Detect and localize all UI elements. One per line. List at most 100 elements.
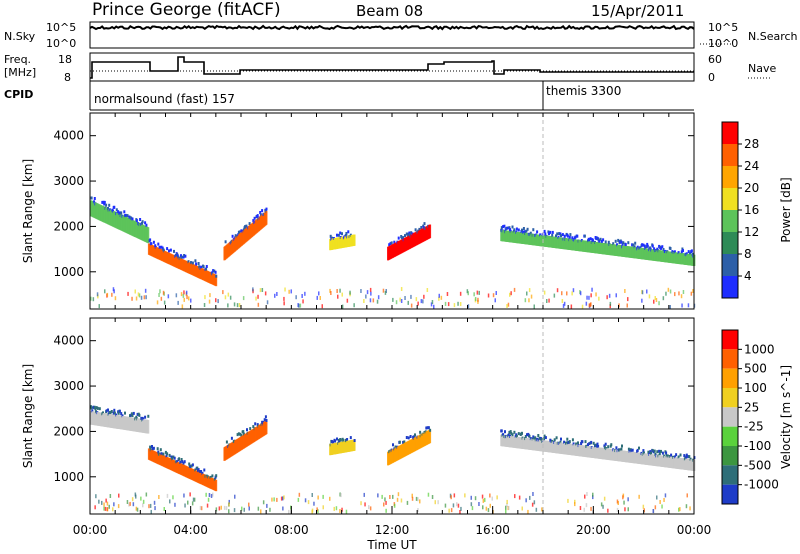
echo-speckle [670, 453, 673, 457]
colorbar-tick-label: 28 [744, 137, 759, 151]
echo-speckle [240, 229, 243, 233]
echo-speckle [237, 432, 240, 436]
ground-scatter-point [586, 295, 588, 300]
echo-speckle [661, 451, 664, 455]
ground-scatter-point [206, 503, 209, 508]
ground-scatter-point [370, 291, 372, 296]
ground-scatter-point [524, 298, 527, 303]
ground-scatter-point [103, 506, 105, 511]
echo-speckle [665, 451, 668, 455]
ground-scatter-point [208, 493, 211, 497]
echo-speckle [353, 439, 356, 442]
ground-scatter-point [456, 502, 458, 507]
echo-speckle [197, 468, 200, 472]
ground-scatter-point [563, 301, 566, 306]
ground-scatter-point [280, 496, 283, 501]
echo-speckle [136, 412, 139, 416]
ground-scatter-point [163, 300, 166, 305]
echo-speckle [344, 234, 347, 237]
echo-speckle [621, 242, 624, 246]
ground-scatter-point [150, 509, 152, 514]
echo-speckle [646, 244, 649, 248]
ground-scatter-point [105, 498, 107, 503]
ground-scatter-point [183, 290, 185, 295]
ground-scatter-point [186, 295, 188, 300]
echo-speckle [547, 230, 550, 234]
ground-scatter-point [225, 506, 228, 511]
ground-scatter-point [366, 290, 369, 295]
ground-scatter-point [242, 296, 245, 301]
ground-scatter-point [208, 299, 211, 304]
echo-speckle [515, 433, 518, 437]
echo-speckle [113, 205, 116, 209]
ground-scatter-point [180, 292, 183, 297]
echo-speckle [584, 440, 587, 444]
echo-speckle [154, 244, 157, 248]
echo-speckle [407, 233, 410, 237]
echo-speckle [543, 437, 545, 441]
ground-scatter-point [566, 291, 568, 296]
echo-speckle [517, 228, 520, 232]
echo-speckle [643, 244, 646, 248]
ground-scatter-point [276, 497, 278, 502]
echo-speckle [151, 445, 153, 448]
echo-speckle [135, 219, 138, 223]
echo-speckle [388, 243, 391, 247]
echo-speckle [689, 457, 692, 461]
ground-scatter-point [322, 505, 324, 510]
ground-scatter-point [103, 502, 105, 507]
ground-scatter-point [333, 506, 335, 511]
ground-scatter-point [459, 291, 462, 296]
echo-speckle [102, 411, 104, 415]
colorbar-label: Velocity [m s^-1] [779, 365, 793, 469]
ground-scatter-point [602, 504, 604, 509]
ground-scatter-point [284, 287, 286, 292]
echo-speckle [504, 430, 506, 434]
echo-speckle [500, 429, 503, 433]
echo-speckle [157, 450, 160, 454]
echo-speckle [652, 450, 655, 454]
y-tick-label: 4000 [53, 334, 84, 348]
station-title: Prince George (fitACF) [92, 0, 281, 20]
ground-scatter-point [109, 494, 112, 498]
ground-scatter-point [273, 497, 275, 502]
ground-scatter-point [466, 289, 469, 294]
ground-scatter-point [506, 304, 508, 308]
echo-speckle [681, 247, 684, 251]
ground-scatter-point [623, 500, 625, 505]
ground-scatter-point [346, 298, 349, 303]
ground-scatter-point [227, 292, 230, 297]
echo-speckle [607, 445, 610, 449]
echo-speckle [205, 267, 208, 271]
ground-scatter-point [183, 297, 185, 302]
echo-speckle [124, 213, 127, 217]
ground-scatter-point [496, 495, 498, 500]
ground-scatter-point [535, 507, 538, 512]
echo-speckle [170, 455, 173, 459]
ground-scatter-point [131, 296, 133, 301]
ground-scatter-point [572, 288, 575, 293]
ground-scatter-point [642, 504, 645, 509]
ground-scatter-point [655, 298, 658, 302]
echo-speckle [398, 440, 401, 444]
ground-scatter-point [140, 496, 142, 501]
echo-band-0-col-91 [147, 227, 150, 244]
ground-scatter-point [430, 302, 433, 307]
ground-scatter-point [229, 295, 232, 300]
ground-scatter-point [592, 495, 594, 500]
ground-scatter-point [187, 500, 189, 505]
ground-scatter-point [257, 294, 259, 299]
x-tick-label: 00:00 [677, 523, 712, 537]
ground-scatter-point [411, 496, 414, 501]
echo-speckle [103, 202, 106, 206]
y-tick-label: 1000 [53, 470, 84, 484]
echo-speckle [392, 443, 394, 447]
echo-speckle [405, 436, 408, 439]
echo-speckle [607, 240, 610, 244]
echo-speckle [649, 450, 652, 454]
echo-speckle [195, 262, 198, 266]
echo-speckle [117, 210, 120, 214]
echo-speckle [532, 228, 535, 232]
ground-scatter-point [299, 303, 302, 308]
ground-scatter-point [199, 505, 202, 510]
